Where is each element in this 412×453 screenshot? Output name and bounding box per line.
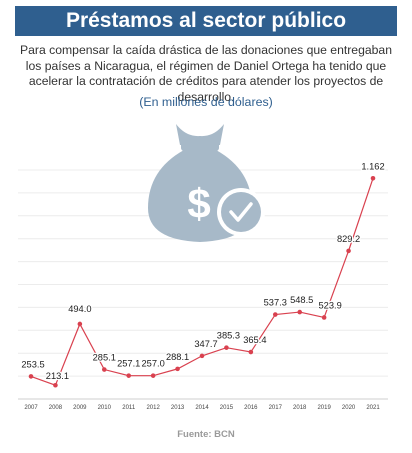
- x-tick-label: 2020: [342, 405, 356, 411]
- data-point: [321, 315, 327, 320]
- chart-subtitle: Para compensar la caída drástica de las …: [20, 43, 392, 104]
- data-label: 548.5: [290, 295, 313, 305]
- x-tick-label: 2011: [122, 405, 136, 411]
- data-label: 494.0: [68, 304, 91, 314]
- data-point: [370, 175, 376, 181]
- x-tick-label: 2008: [49, 405, 63, 411]
- data-label: 285.1: [93, 353, 116, 363]
- data-label: 257.1: [117, 359, 140, 369]
- chart-title: Préstamos al sector público: [15, 6, 397, 36]
- data-point: [77, 321, 83, 327]
- data-point: [272, 312, 278, 317]
- data-label: 537.3: [264, 298, 287, 308]
- money-bag-check-icon: $: [148, 124, 265, 242]
- x-tick-label: 2014: [195, 405, 209, 411]
- x-tick-labels-group: 2007 2008 2009 2010 2011 2012 2013 2014 2015 2016…: [24, 405, 380, 411]
- x-tick-label: 2012: [146, 405, 160, 411]
- data-label: 829.2: [337, 234, 360, 244]
- x-tick-label: 2017: [269, 405, 283, 411]
- data-point: [28, 374, 34, 379]
- data-label: 1.162: [361, 161, 384, 171]
- data-point: [126, 373, 132, 378]
- x-tick-label: 2021: [366, 405, 380, 411]
- data-point: [175, 366, 180, 372]
- data-point: [199, 353, 205, 359]
- source-note: Fuente: BCN: [177, 429, 235, 440]
- x-tick-label: 2015: [220, 405, 234, 411]
- data-label: 347.7: [194, 339, 217, 349]
- x-tick-label: 2016: [244, 405, 258, 411]
- x-tick-label: 2013: [171, 405, 185, 411]
- data-label: 385.3: [217, 331, 240, 341]
- x-tick-label: 2009: [73, 405, 87, 411]
- x-tick-label: 2007: [24, 405, 38, 411]
- units-note: (En millones de dólares): [139, 95, 273, 109]
- x-tick-label: 2019: [317, 405, 331, 411]
- data-point: [150, 373, 156, 378]
- data-label: 213.1: [46, 371, 69, 381]
- x-tick-label: 2010: [98, 405, 112, 411]
- data-label: 365.4: [243, 335, 266, 345]
- series-line-group: [28, 175, 376, 388]
- data-label: 257.0: [142, 359, 165, 369]
- data-point: [101, 367, 107, 372]
- data-label: 253.5: [21, 359, 44, 369]
- data-point: [297, 309, 303, 315]
- data-label: 288.1: [166, 352, 189, 362]
- data-point: [224, 345, 229, 350]
- data-point: [248, 349, 254, 355]
- data-label: 523.9: [319, 300, 342, 310]
- data-point: [53, 382, 58, 388]
- x-tick-label: 2018: [293, 405, 307, 411]
- data-point: [346, 248, 351, 254]
- svg-text:$: $: [187, 180, 210, 227]
